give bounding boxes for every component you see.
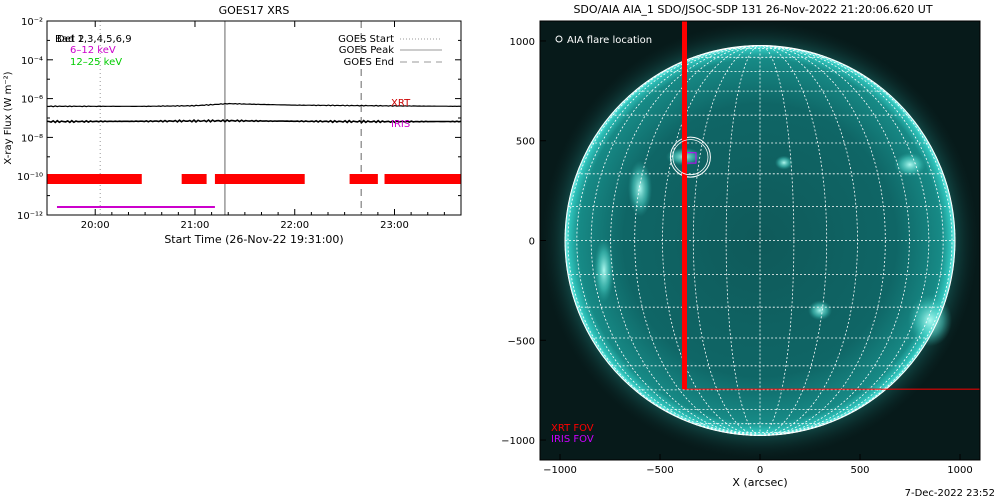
aia-ytick-label: 500	[516, 137, 535, 148]
aia-panel: SDO/AIA AIA_1 SDO/JSOC-SDP 131 26-Nov-20…	[501, 3, 981, 489]
heliographic-grid	[564, 45, 956, 436]
aia-xtick-label: −1000	[543, 465, 577, 476]
aia-ytick-label: −500	[508, 336, 535, 347]
xrt-coverage-bar	[349, 174, 378, 184]
aia-flare-circle	[669, 136, 711, 178]
xrt-coverage-bar	[181, 174, 207, 184]
footer-date: 7-Dec-2022 23:52	[905, 488, 995, 499]
goes-ylabel: X-ray Flux (W m⁻²)	[3, 71, 14, 164]
goes-ytick-label: 10⁻¹⁰	[17, 172, 43, 183]
goes-xtick-label: 23:00	[380, 220, 409, 231]
active-region-glow	[594, 238, 614, 303]
goes-legend-right: GOES Start GOES Peak GOES End	[338, 34, 442, 68]
goes-panel: GOES17 XRS 10⁻¹² 10⁻¹⁰ 10⁻⁸ 10⁻⁶ 10⁻⁴ 10⁻² 20:…	[3, 4, 462, 246]
longitude-line	[634, 45, 761, 436]
goes-xtick-label: 22:00	[280, 220, 309, 231]
solar-disk	[565, 45, 955, 436]
aia-legend: AIA flare location	[555, 35, 652, 46]
longitude-line	[590, 45, 761, 436]
aia-axes: −1000 −500 0 500 1000 −1000 −500 0 500 1000	[501, 37, 973, 476]
longitude-line	[567, 45, 761, 436]
xrt-fov-label: XRT FOV	[551, 423, 594, 434]
active-region-glow	[808, 300, 832, 321]
longitude-line	[759, 45, 858, 436]
longitude-line	[662, 45, 761, 436]
goes-ytick-label: 10⁻⁶	[21, 95, 43, 106]
goes-frame	[46, 20, 462, 216]
goes-plot-area	[47, 21, 461, 215]
goes-ytick-label: 10⁻⁴	[21, 56, 43, 67]
goes-flux-series-1	[47, 102, 461, 108]
goes-flux-series-2	[47, 118, 461, 124]
aia-xtick-label: 500	[850, 465, 869, 476]
aia-ytick-label: 1000	[510, 37, 535, 48]
active-region-glow	[628, 160, 652, 217]
goes-ytick-label: 10⁻⁸	[21, 133, 43, 144]
aia-xtick-label: −500	[646, 465, 673, 476]
limb-outline	[564, 45, 956, 436]
longitude-line	[759, 45, 910, 436]
goes-title: GOES17 XRS	[219, 4, 290, 17]
aia-title: SDO/AIA AIA_1 SDO/JSOC-SDP 131 26-Nov-20…	[573, 3, 932, 16]
flare-legend-symbol	[555, 35, 563, 43]
goes-xtick-label: 20:00	[81, 220, 110, 231]
xrt-coverage-bar	[47, 174, 142, 184]
goes-legend-left: Bad 1,3,4,5,6,9 Det 2 6–12 keV 12–25 keV	[55, 34, 132, 68]
longitude-line	[610, 45, 761, 436]
active-region-glow	[894, 152, 926, 177]
longitude-line	[759, 45, 795, 436]
longitude-line	[759, 45, 828, 436]
flare-legend-label: AIA flare location	[567, 35, 652, 46]
longitude-line	[759, 45, 930, 436]
longitude-line	[759, 45, 944, 436]
aia-flare-circle-inner	[672, 139, 709, 176]
longitude-line	[692, 45, 761, 436]
xrt-fov-edge	[682, 21, 687, 390]
legend-6-12kev: 6–12 keV	[70, 45, 116, 56]
longitude-line	[725, 45, 761, 436]
legend-goes-start: GOES Start	[338, 34, 394, 45]
legend-goes-end: GOES End	[344, 57, 394, 68]
aia-xtick-label: 0	[757, 465, 763, 476]
legend-goes-peak: GOES Peak	[339, 45, 394, 56]
xrt-coverage-bar	[214, 174, 305, 184]
aia-ytick-label: 0	[529, 237, 535, 248]
goes-xtick-label: 21:00	[181, 220, 210, 231]
goes-ytick-label: 10⁻¹²	[17, 211, 43, 222]
longitude-line	[759, 45, 953, 436]
xrt-bar-label: XRT	[391, 98, 411, 109]
iris-fov-label: IRIS FOV	[551, 434, 594, 445]
aia-image	[541, 21, 980, 459]
iris-bar-label: IRIS	[391, 119, 410, 130]
xrt-coverage-bar	[384, 174, 461, 184]
aia-xlabel: X (arcsec)	[732, 476, 787, 489]
aia-xtick-label: 1000	[947, 465, 972, 476]
legend-det2: Det 2	[57, 34, 84, 45]
legend-bad-detectors: Bad 1,3,4,5,6,9	[55, 34, 132, 45]
aia-ytick-label: −1000	[501, 436, 535, 447]
legend-12-25kev: 12–25 keV	[70, 57, 122, 68]
goes-xlabel: Start Time (26-Nov-22 19:31:00)	[164, 233, 343, 246]
longitude-line	[759, 45, 886, 436]
longitude-line	[576, 45, 761, 436]
active-region-glow	[775, 155, 793, 170]
iris-coverage-bar	[56, 206, 215, 208]
goes-ytick-label: 10⁻²	[21, 17, 43, 28]
